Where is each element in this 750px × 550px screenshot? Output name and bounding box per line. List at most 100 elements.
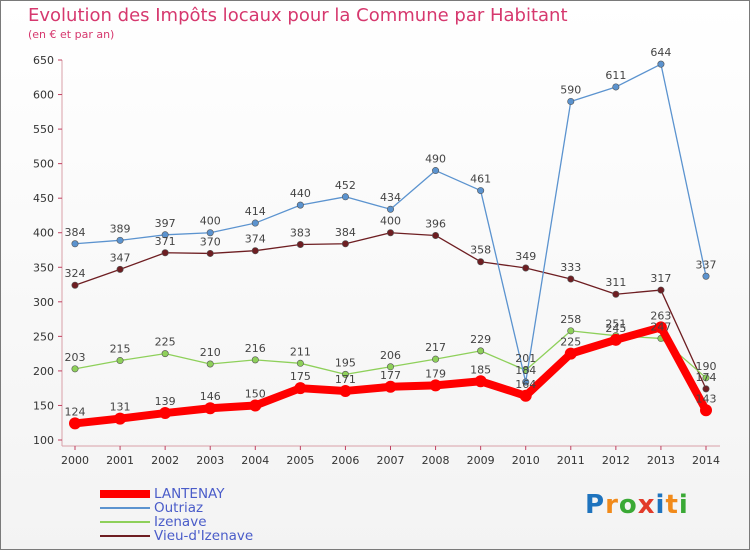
x-tick-label: 2002 bbox=[151, 454, 179, 467]
legend-label: Izenave bbox=[154, 514, 207, 530]
y-tick-label: 100 bbox=[33, 434, 54, 447]
data-point bbox=[386, 205, 394, 213]
data-point bbox=[69, 417, 81, 430]
y-tick-label: 450 bbox=[33, 192, 54, 205]
data-label: 590 bbox=[560, 83, 581, 96]
data-point bbox=[386, 363, 394, 371]
data-point bbox=[251, 219, 259, 227]
data-label: 179 bbox=[425, 367, 446, 380]
x-tick-label: 2003 bbox=[196, 454, 224, 467]
data-label: 414 bbox=[245, 205, 266, 218]
data-label: 333 bbox=[560, 261, 581, 274]
chart-subtitle: (en € et par an) bbox=[28, 28, 115, 41]
logo-letter: r bbox=[605, 490, 619, 520]
data-point bbox=[251, 247, 259, 255]
data-label: 371 bbox=[155, 235, 176, 248]
data-label: 131 bbox=[110, 401, 131, 414]
data-label: 400 bbox=[200, 215, 221, 228]
data-label: 311 bbox=[605, 276, 626, 289]
data-label: 195 bbox=[335, 356, 356, 369]
data-point bbox=[477, 258, 485, 266]
x-tick-label: 2014 bbox=[692, 454, 720, 467]
y-tick-label: 150 bbox=[33, 399, 54, 412]
data-point bbox=[159, 407, 172, 420]
legend-swatch bbox=[100, 490, 150, 498]
data-label: 201 bbox=[515, 352, 536, 365]
data-point bbox=[700, 404, 712, 417]
data-point bbox=[432, 231, 440, 239]
data-label: 317 bbox=[650, 272, 671, 285]
x-tick-label: 2001 bbox=[106, 454, 134, 467]
data-point bbox=[341, 240, 349, 248]
data-point bbox=[206, 249, 214, 257]
data-label: 258 bbox=[560, 313, 581, 326]
data-point bbox=[204, 402, 217, 415]
legend-swatch bbox=[100, 535, 150, 537]
data-point bbox=[612, 83, 620, 91]
data-label: 215 bbox=[110, 343, 131, 356]
data-label: 397 bbox=[155, 217, 176, 230]
logo-letter: P bbox=[585, 490, 606, 520]
data-point bbox=[71, 365, 79, 373]
legend-item: Outriaz bbox=[100, 500, 360, 516]
data-point bbox=[657, 60, 665, 68]
data-label: 174 bbox=[696, 371, 717, 384]
data-point bbox=[251, 356, 259, 364]
data-point bbox=[116, 357, 124, 365]
data-point bbox=[474, 375, 487, 388]
data-point bbox=[296, 201, 304, 209]
data-point bbox=[161, 249, 169, 257]
data-label: 150 bbox=[245, 387, 266, 400]
data-label: 461 bbox=[470, 173, 491, 186]
data-label: 263 bbox=[650, 309, 671, 322]
data-label: 190 bbox=[696, 360, 717, 373]
legend-item: Vieu-d'Izenave bbox=[100, 528, 360, 544]
proxiti-logo: Proxiti bbox=[585, 490, 689, 520]
data-point bbox=[429, 379, 442, 392]
data-label: 124 bbox=[65, 405, 86, 418]
y-tick-label: 650 bbox=[33, 54, 54, 67]
data-label: 644 bbox=[650, 46, 671, 59]
chart-title: Evolution des Impôts locaux pour la Comm… bbox=[28, 5, 568, 26]
logo-letter: t bbox=[665, 490, 679, 520]
data-label: 146 bbox=[200, 390, 221, 403]
data-point bbox=[386, 229, 394, 237]
data-point bbox=[161, 350, 169, 358]
data-point bbox=[657, 286, 665, 294]
data-label: 184 bbox=[515, 364, 536, 377]
data-point bbox=[341, 370, 349, 378]
x-tick-label: 2010 bbox=[512, 454, 540, 467]
data-point bbox=[612, 290, 620, 298]
data-point bbox=[116, 265, 124, 273]
data-point bbox=[522, 378, 530, 386]
y-tick-label: 200 bbox=[33, 365, 54, 378]
data-point bbox=[432, 355, 440, 363]
data-label: 324 bbox=[65, 267, 86, 280]
x-tick-label: 2009 bbox=[467, 454, 495, 467]
data-point bbox=[294, 382, 307, 395]
data-point bbox=[702, 272, 710, 280]
y-tick-label: 550 bbox=[33, 123, 54, 136]
y-tick-label: 500 bbox=[33, 158, 54, 171]
data-label: 225 bbox=[155, 336, 176, 349]
data-point bbox=[702, 374, 710, 382]
data-point bbox=[341, 193, 349, 201]
data-label: 164 bbox=[515, 378, 536, 391]
data-label: 490 bbox=[425, 153, 446, 166]
y-tick-label: 350 bbox=[33, 261, 54, 274]
data-point bbox=[702, 385, 710, 393]
legend-label: Outriaz bbox=[154, 500, 204, 516]
data-label: 384 bbox=[335, 226, 356, 239]
data-point bbox=[296, 240, 304, 248]
x-tick-label: 2012 bbox=[602, 454, 630, 467]
y-tick-label: 600 bbox=[33, 89, 54, 102]
data-point bbox=[567, 327, 575, 335]
data-point bbox=[116, 236, 124, 244]
data-point bbox=[296, 359, 304, 367]
data-point bbox=[384, 380, 397, 393]
logo-letter: i bbox=[655, 490, 666, 520]
data-label: 434 bbox=[380, 191, 401, 204]
data-label: 389 bbox=[110, 222, 131, 235]
